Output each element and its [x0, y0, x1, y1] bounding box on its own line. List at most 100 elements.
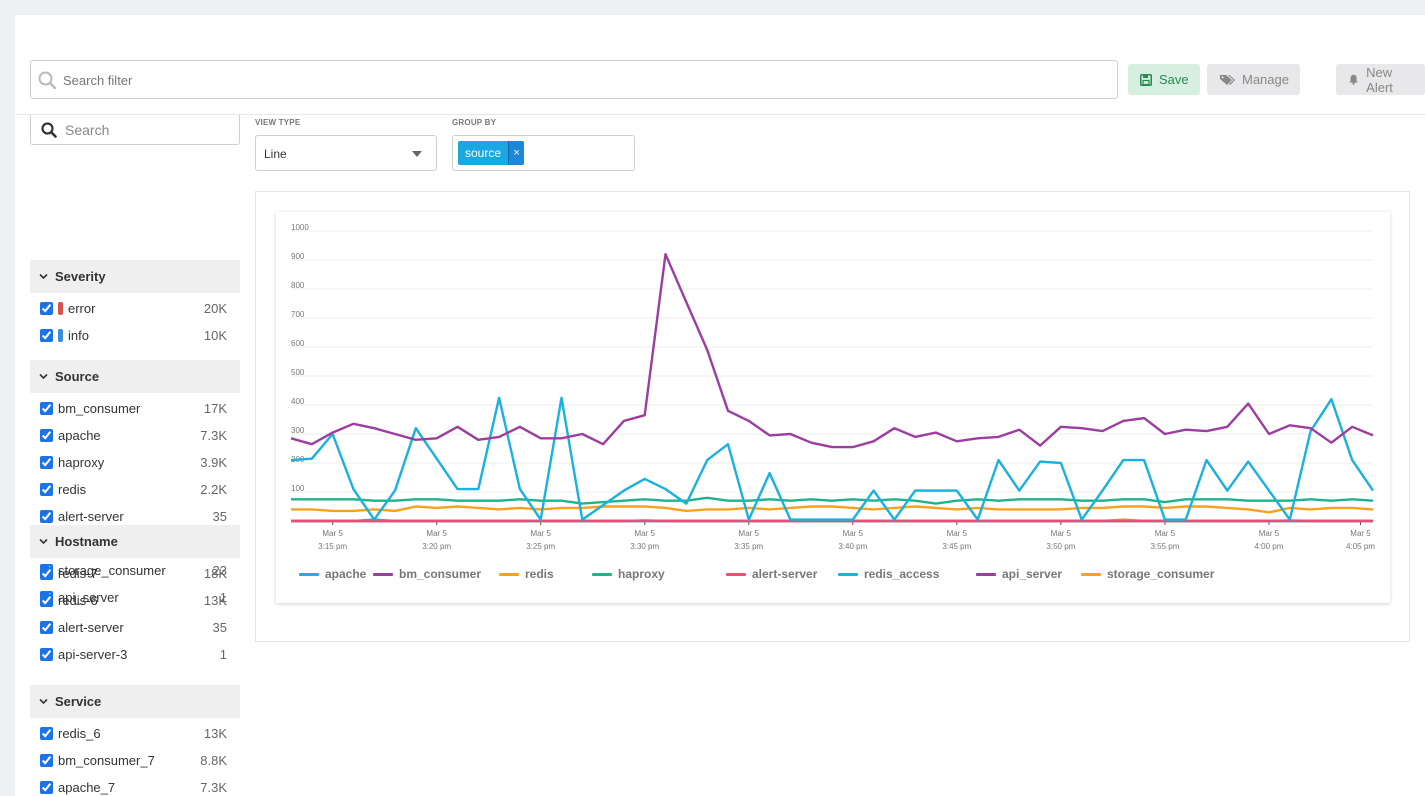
legend-item-api_server[interactable]: api_server	[976, 567, 1062, 581]
facet-search-input[interactable]	[65, 120, 230, 140]
facet-item-count: 1	[219, 590, 227, 605]
facet-item-count: 20K	[203, 301, 227, 316]
facet-checkbox[interactable]	[40, 648, 53, 661]
chevron-down-icon	[39, 538, 48, 545]
facet-item-label: bm_consumer_7	[58, 753, 155, 768]
group-by-tag: source ×	[458, 141, 525, 165]
facet-item-label: error	[68, 301, 96, 316]
facet-item[interactable]: info 10K	[30, 322, 240, 349]
legend-item-apache[interactable]: apache	[299, 567, 366, 581]
facet-checkbox[interactable]	[40, 329, 53, 342]
legend-item-haproxy[interactable]: haproxy	[592, 567, 665, 581]
facet-checkbox[interactable]	[40, 429, 53, 442]
y-tick-label: 300	[291, 426, 305, 435]
facet-item[interactable]: apache_7 7.3K	[30, 774, 240, 796]
facet-section-header[interactable]: Source	[30, 360, 240, 393]
series-line-haproxy	[291, 496, 1374, 505]
facet-section-title: Hostname	[55, 534, 118, 549]
facet-item[interactable]: alert-server 35	[30, 614, 240, 641]
facet-item-label: alert-server	[58, 509, 124, 524]
top-bar: Save Manage New Alert	[15, 15, 1425, 115]
new-alert-button[interactable]: New Alert	[1336, 64, 1425, 95]
facet-item-label: storage_consumer	[58, 563, 166, 578]
manage-button[interactable]: Manage	[1207, 64, 1300, 95]
facet-checkbox[interactable]	[40, 781, 53, 794]
chart-card: 100 200 300 400 500 600 700 800 900 1000 Mar 5 3:15…	[276, 212, 1390, 603]
facet-checkbox[interactable]	[40, 567, 53, 580]
severity-color-swatch	[58, 302, 63, 315]
legend-label: alert-server	[752, 567, 818, 581]
legend-label: haproxy	[618, 567, 665, 581]
legend-item-redis[interactable]: redis	[499, 567, 554, 581]
group-by-tag-label: source	[458, 141, 509, 165]
facet-item-count: 13K	[203, 726, 227, 741]
facet-item[interactable]: redis-6 13K	[30, 587, 240, 614]
legend-item-redis_access[interactable]: redis_access	[838, 567, 939, 581]
search-filter-box[interactable]	[30, 60, 1118, 99]
legend-item-bm_consumer[interactable]: bm_consumer	[373, 567, 481, 581]
facet-item[interactable]: redis-7 18K	[30, 560, 240, 587]
manage-button-label: Manage	[1242, 72, 1289, 87]
view-type-select[interactable]: Line	[255, 135, 437, 171]
facet-checkbox[interactable]	[40, 302, 53, 315]
facet-item[interactable]: redis_6 13K	[30, 720, 240, 747]
group-by-input[interactable]: source ×	[452, 135, 635, 171]
y-tick-label: 600	[291, 339, 305, 348]
facet-item-count: 13K	[203, 593, 227, 608]
series-line-alert-server	[291, 519, 1373, 523]
facet-item[interactable]: api-server-3 1	[30, 641, 240, 668]
caret-down-icon	[412, 151, 422, 157]
legend-item-alert-server[interactable]: alert-server	[726, 567, 817, 581]
facet-item-label: redis_6	[58, 726, 101, 741]
x-tick-time-label: 3:35 pm	[734, 542, 763, 551]
x-tick-date-label: Mar 5	[530, 529, 551, 538]
facet-section-header[interactable]: Hostname	[30, 525, 240, 558]
legend-swatch	[976, 572, 996, 576]
y-tick-label: 900	[291, 252, 305, 261]
severity-color-swatch	[58, 329, 63, 342]
facet-item-count: 17K	[203, 401, 227, 416]
facet-checkbox[interactable]	[40, 621, 53, 634]
remove-tag-icon[interactable]: ×	[508, 141, 525, 165]
save-icon	[1140, 73, 1152, 86]
facet-item[interactable]: haproxy 3.9K	[30, 449, 240, 476]
tags-icon	[1220, 74, 1235, 85]
y-tick-label: 100	[291, 484, 305, 493]
facet-item-label: apache	[58, 428, 101, 443]
view-type-value: Line	[264, 147, 287, 161]
facet-checkbox[interactable]	[40, 402, 53, 415]
facet-checkbox[interactable]	[40, 456, 53, 469]
series-line-redis	[291, 505, 1374, 514]
x-tick-time-label: 3:30 pm	[630, 542, 659, 551]
legend-item-storage_consumer[interactable]: storage_consumer	[1081, 567, 1214, 581]
facet-item[interactable]: bm_consumer 17K	[30, 395, 240, 422]
facet-section-header[interactable]: Severity	[30, 260, 240, 293]
search-filter-input[interactable]	[63, 69, 1103, 91]
facet-section-header[interactable]: Service	[30, 685, 240, 718]
legend-swatch	[838, 572, 858, 576]
chevron-down-icon	[39, 273, 48, 280]
y-tick-label: 700	[291, 310, 305, 319]
facet-item-label: apache_7	[58, 780, 116, 795]
legend-label: bm_consumer	[399, 567, 482, 581]
facet-item-count: 35	[212, 620, 227, 635]
facet-item[interactable]: alert-server 35	[30, 503, 240, 530]
facet-search-box[interactable]	[30, 115, 240, 145]
facet-checkbox[interactable]	[40, 727, 53, 740]
facet-item[interactable]: error 20K	[30, 295, 240, 322]
facet-item[interactable]: apache 7.3K	[30, 422, 240, 449]
facet-checkbox[interactable]	[40, 483, 53, 496]
save-button[interactable]: Save	[1128, 64, 1200, 95]
search-icon	[41, 122, 57, 138]
facet-item[interactable]: bm_consumer_7 8.8K	[30, 747, 240, 774]
facet-checkbox[interactable]	[40, 510, 53, 523]
legend-swatch	[592, 572, 612, 576]
x-tick-time-label: 4:00 pm	[1255, 542, 1284, 551]
facet-checkbox[interactable]	[40, 754, 53, 767]
legend-label: redis	[525, 567, 554, 581]
facet-item[interactable]: redis 2.2K	[30, 476, 240, 503]
facet-checkbox[interactable]	[40, 594, 53, 607]
x-tick-date-label: Mar 5	[635, 529, 656, 538]
x-tick-time-label: 3:45 pm	[942, 542, 971, 551]
facet-item-label: alert-server	[58, 620, 124, 635]
